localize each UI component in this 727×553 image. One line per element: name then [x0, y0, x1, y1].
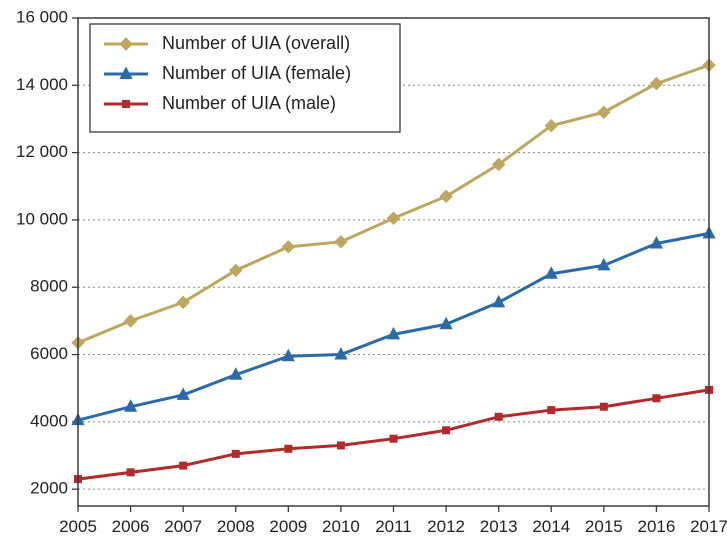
x-tick-label: 2011 — [375, 517, 412, 536]
x-tick-label: 2005 — [59, 517, 97, 536]
x-tick-label: 2012 — [427, 517, 465, 536]
data-marker — [600, 403, 607, 410]
data-marker — [180, 462, 187, 469]
x-tick-label: 2015 — [585, 517, 623, 536]
y-tick-label: 2000 — [30, 479, 68, 498]
y-tick-label: 16 000 — [16, 7, 68, 26]
legend-label: Number of UIA (male) — [162, 93, 336, 113]
line-chart: 2000 4000 6000 8000 10 000 12 000 14 000 16 000… — [0, 0, 727, 548]
y-tick-label: 6000 — [30, 344, 68, 363]
data-marker — [495, 413, 502, 420]
data-marker — [123, 101, 130, 108]
chart-svg: 2000 4000 6000 8000 10 000 12 000 14 000 16 000… — [0, 0, 727, 548]
x-tick-label: 2008 — [217, 517, 255, 536]
data-marker — [232, 450, 239, 457]
y-tick-label: 8000 — [30, 277, 68, 296]
data-marker — [127, 469, 134, 476]
x-tick-label: 2017 — [690, 517, 727, 536]
legend-label: Number of UIA (overall) — [162, 33, 350, 53]
data-marker — [653, 395, 660, 402]
x-tick-label: 2016 — [638, 517, 676, 536]
data-marker — [337, 442, 344, 449]
x-tick-label: 2009 — [269, 517, 307, 536]
y-tick-label: 12 000 — [16, 142, 68, 161]
data-marker — [443, 427, 450, 434]
legend-label: Number of UIA (female) — [162, 63, 351, 83]
data-marker — [285, 445, 292, 452]
y-tick-label: 4000 — [30, 411, 68, 430]
data-marker — [548, 407, 555, 414]
data-marker — [390, 435, 397, 442]
legend: Number of UIA (overall) Number of UIA (fe… — [90, 24, 400, 132]
x-tick-label: 2010 — [322, 517, 360, 536]
x-tick-label: 2006 — [112, 517, 150, 536]
x-tick-label: 2013 — [480, 517, 518, 536]
y-tick-label: 10 000 — [16, 209, 68, 228]
x-tick-label: 2007 — [164, 517, 202, 536]
x-tick-label: 2014 — [532, 517, 570, 536]
y-tick-label: 14 000 — [16, 75, 68, 94]
